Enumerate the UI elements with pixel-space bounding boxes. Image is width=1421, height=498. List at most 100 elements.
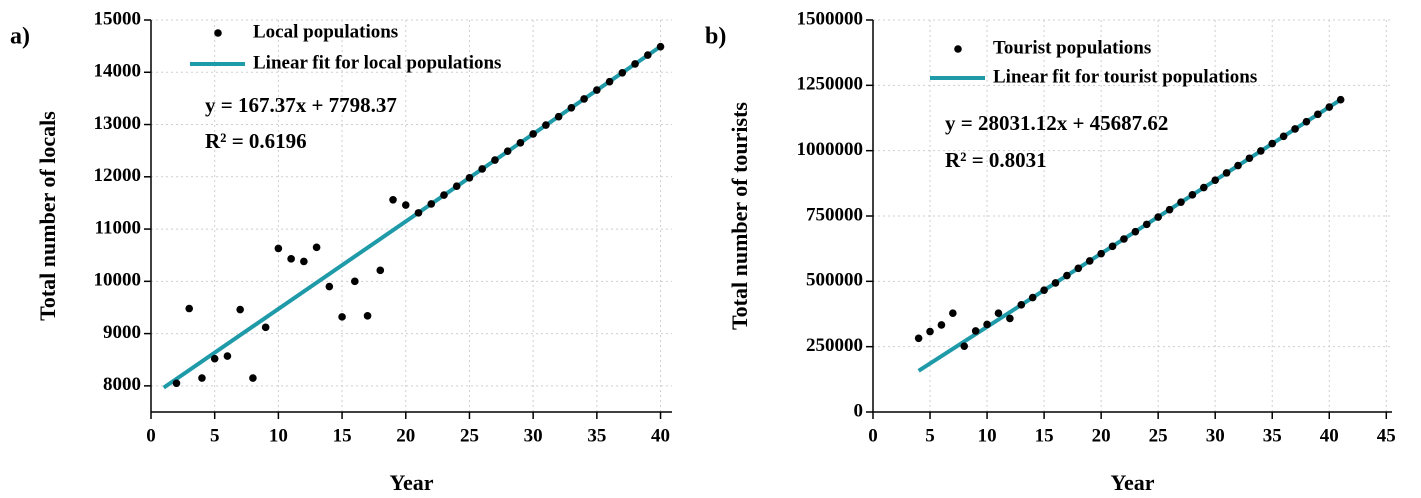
data-point — [1199, 183, 1208, 192]
data-point — [1245, 154, 1254, 163]
data-point — [914, 334, 923, 343]
legend-symbol — [954, 45, 962, 53]
data-point — [1006, 314, 1014, 323]
data-point — [1291, 125, 1299, 133]
x-tick-label: 25 — [460, 425, 479, 446]
data-point — [287, 255, 295, 263]
data-point — [491, 156, 499, 164]
x-tick-label: 0 — [146, 425, 156, 446]
data-point — [605, 77, 614, 86]
data-point — [210, 354, 219, 363]
x-tick-label: 5 — [210, 425, 220, 446]
panel-label: a) — [10, 24, 30, 50]
data-point — [983, 320, 991, 329]
fit-line — [917, 98, 1342, 373]
data-point — [516, 139, 525, 147]
data-point — [1188, 191, 1197, 199]
y-tick-label: 0 — [854, 400, 864, 421]
data-point — [503, 147, 512, 155]
data-point — [1097, 249, 1105, 258]
legend-symbol — [214, 29, 222, 37]
data-point — [1314, 110, 1322, 119]
y-tick-label: 10000 — [94, 270, 142, 291]
data-point — [376, 266, 385, 275]
data-point — [529, 130, 537, 138]
x-tick-label: 0 — [868, 425, 878, 446]
x-tick-label: 40 — [651, 425, 670, 446]
legend-label: Local populations — [253, 21, 398, 42]
data-point — [926, 327, 934, 336]
data-point — [172, 379, 181, 388]
data-point — [1074, 264, 1083, 273]
x-tick-label: 25 — [1149, 425, 1168, 446]
annotation: y = 28031.12x + 45687.62 — [945, 111, 1168, 135]
data-point — [249, 374, 257, 382]
data-point — [1302, 117, 1311, 126]
data-point — [274, 244, 283, 253]
x-tick-label: 35 — [587, 425, 606, 446]
y-tick-label: 1000000 — [797, 139, 864, 160]
data-point — [338, 313, 346, 321]
data-point — [1336, 95, 1345, 104]
data-point — [994, 309, 1003, 318]
data-point — [937, 321, 946, 329]
data-point — [1325, 103, 1334, 111]
data-point — [567, 104, 576, 112]
x-axis-title: Year — [1111, 470, 1155, 495]
data-point — [1257, 147, 1265, 155]
annotation: y = 167.37x + 7798.37 — [205, 93, 397, 117]
data-point — [1040, 286, 1048, 295]
y-tick-label: 1500000 — [797, 8, 864, 29]
x-tick-label: 45 — [1377, 425, 1396, 446]
data-point — [389, 195, 397, 204]
annotation: R² = 0.6196 — [205, 129, 307, 153]
y-tick-label: 13000 — [94, 113, 142, 134]
y-tick-label: 500000 — [806, 270, 863, 291]
data-point — [261, 323, 270, 332]
data-point — [414, 209, 423, 217]
data-point — [427, 200, 436, 208]
y-tick-label: 1250000 — [797, 74, 864, 95]
y-axis-title: Total number of tourists — [727, 102, 752, 330]
x-tick-label: 15 — [1035, 425, 1054, 446]
data-point — [1017, 301, 1026, 309]
y-tick-label: 250000 — [806, 335, 863, 356]
y-axis-title: Total number of locals — [35, 111, 60, 321]
data-point — [312, 243, 321, 252]
y-tick-label: 12000 — [94, 165, 142, 186]
fit-line — [162, 44, 662, 390]
x-tick-label: 35 — [1263, 425, 1282, 446]
data-point — [1085, 257, 1094, 265]
data-point — [1234, 161, 1242, 170]
data-point — [478, 165, 486, 173]
data-point — [949, 309, 957, 318]
legend-label: Linear fit for local populations — [253, 52, 501, 73]
data-point — [223, 352, 232, 360]
data-point — [1165, 205, 1174, 214]
panel-label: b) — [705, 24, 726, 50]
x-tick-label: 30 — [1206, 425, 1225, 446]
data-point — [401, 201, 410, 209]
data-point — [960, 342, 969, 350]
x-tick-label: 30 — [524, 425, 543, 446]
legend-label: Tourist populations — [993, 37, 1151, 58]
data-point — [1063, 271, 1071, 280]
data-point — [593, 86, 601, 94]
data-point — [618, 68, 627, 77]
data-point — [452, 182, 461, 191]
legend-label: Linear fit for tourist populations — [993, 66, 1257, 87]
x-tick-label: 20 — [1092, 425, 1111, 446]
data-point — [1142, 220, 1151, 229]
x-tick-label: 15 — [333, 425, 352, 446]
annotation: R² = 0.8031 — [945, 148, 1047, 172]
data-point — [1108, 242, 1117, 251]
x-tick-label: 20 — [396, 425, 415, 446]
data-point — [631, 60, 639, 68]
data-point — [542, 121, 550, 129]
data-point — [363, 312, 372, 320]
y-tick-label: 9000 — [103, 322, 141, 343]
x-tick-label: 10 — [978, 425, 997, 446]
x-axis-title: Year — [390, 470, 434, 495]
data-point — [1279, 132, 1288, 141]
